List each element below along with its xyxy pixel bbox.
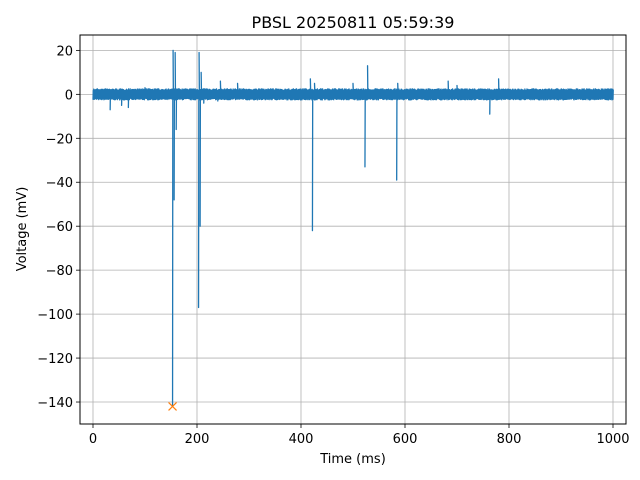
y-tick-label: −20 (46, 132, 73, 147)
y-tick-label: −60 (46, 220, 73, 235)
x-tick-label: 600 (393, 432, 418, 447)
x-tick-label: 800 (497, 432, 522, 447)
x-tick-label: 200 (185, 432, 210, 447)
y-tick-label: 20 (56, 44, 73, 59)
voltage-trace (92, 49, 614, 408)
chart-title: PBSL 20250811 05:59:39 (252, 13, 455, 32)
y-tick-label: 0 (65, 88, 73, 103)
x-tick-label: 0 (89, 432, 97, 447)
x-axis-label: Time (ms) (319, 452, 386, 467)
plot-frame (79, 34, 627, 425)
y-tick-label: −40 (46, 176, 73, 191)
axis-ticks: 0 200 400 600 800 1000200−20−40−60−80−100−120… (37, 44, 629, 447)
y-tick-label: −140 (37, 396, 73, 411)
y-tick-label: −100 (37, 308, 73, 323)
y-tick-label: −80 (46, 264, 73, 279)
x-tick-label: 1000 (596, 432, 629, 447)
plot-area (92, 49, 614, 411)
y-axis-label: Voltage (mV) (15, 187, 30, 272)
y-tick-label: −120 (37, 352, 73, 367)
x-tick-label: 400 (289, 432, 314, 447)
min-marker (168, 401, 177, 411)
